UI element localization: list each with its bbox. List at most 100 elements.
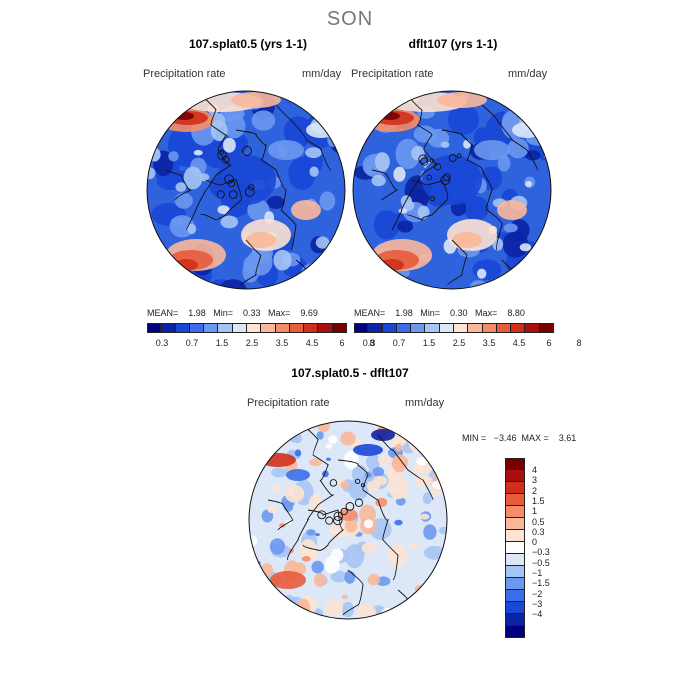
colorbar-swatch: [175, 323, 190, 333]
colorbar-swatch: [505, 578, 525, 590]
coastlines: [267, 424, 434, 616]
panel-2-polar-map: [352, 90, 552, 290]
coastlines: [165, 94, 332, 286]
panel-1-polar-map: [146, 90, 346, 290]
difference-polar-map: [248, 420, 448, 620]
colorbar-label: 0.3: [155, 338, 169, 348]
colorbar-swatch: [332, 323, 347, 333]
map-border: [146, 90, 346, 290]
map-field: [353, 91, 551, 289]
colorbar-swatch: [232, 323, 248, 333]
panel-2-variable: Precipitation rate: [351, 68, 434, 80]
colorbar-label: 8: [576, 338, 582, 348]
colorbar-label: 6: [339, 338, 345, 348]
colorbar-swatch: [396, 323, 412, 333]
colorbar-label: 4.5: [305, 338, 319, 348]
difference-colorbar: 4 3 2 1.5 1 0.5 0.3 0 −0.3 −0.5 −1 −1.5 −2 −3 −4: [505, 458, 565, 638]
panel-1-units: mm/day: [302, 68, 342, 80]
colorbar-swatch: [189, 323, 205, 333]
colorbar-label: −1: [532, 568, 543, 578]
colorbar-label: 0.3: [532, 526, 545, 537]
colorbar-label: 6: [546, 338, 552, 348]
colorbar-label: −0.5: [532, 557, 550, 568]
colorbar-swatch: [368, 323, 383, 333]
colorbar-swatch: [539, 323, 554, 333]
colorbar-label: 0: [532, 537, 538, 548]
colorbar-swatch: [318, 323, 333, 333]
colorbar-swatch: [505, 494, 525, 506]
colorbar-swatch: [354, 323, 369, 333]
colorbar-swatches: [354, 323, 554, 333]
colorbar-swatch: [525, 323, 540, 333]
colorbar-label: −3: [532, 598, 543, 609]
colorbar-swatch: [505, 542, 525, 554]
panel-2-title: dflt107 (yrs 1-1): [408, 37, 498, 51]
colorbar-label: −4: [532, 609, 543, 620]
colorbar-label: 0.7: [392, 338, 406, 348]
colorbar-label: −2: [532, 588, 543, 599]
colorbar-swatch: [439, 323, 455, 333]
colorbar-label: 2.5: [452, 338, 466, 348]
colorbar-swatch: [275, 323, 290, 333]
colorbar-label: 1.5: [422, 338, 436, 348]
map-border: [352, 90, 552, 290]
map-field: [249, 421, 447, 619]
colorbar-swatches: [505, 458, 565, 638]
colorbar-swatch: [161, 323, 176, 333]
colorbar-label: 1.5: [532, 495, 545, 506]
panel-2-stats: MEAN= 1.98 Min= 0.30 Max= 8.80: [354, 308, 525, 318]
colorbar-swatch: [147, 323, 162, 333]
colorbar-swatch: [511, 323, 526, 333]
colorbar-swatch: [468, 323, 483, 333]
colorbar-swatch: [505, 506, 525, 518]
colorbar-label: −1.5: [532, 578, 550, 589]
colorbar-swatch: [505, 470, 525, 482]
colorbar-swatch: [247, 323, 262, 333]
colorbar-label: −0.3: [532, 547, 550, 558]
colorbar-swatch: [505, 554, 525, 566]
colorbar-swatch: [218, 323, 233, 333]
difference-stats: MIN = −3.46 MAX = 3.61: [462, 433, 577, 443]
difference-variable: Precipitation rate: [247, 397, 330, 409]
panel-2-colorbar: 0.3 0.7 1.5 2.5 3.5 4.5 6 8: [354, 323, 582, 349]
colorbar-swatch: [505, 566, 525, 578]
colorbar-label: 8: [369, 338, 375, 348]
colorbar-swatch: [204, 323, 219, 333]
colorbar-label: 3: [532, 475, 538, 486]
colorbar-label: 4.5: [512, 338, 526, 348]
panel-2-units: mm/day: [508, 68, 548, 80]
colorbar-label: 3.5: [482, 338, 496, 348]
colorbar-label: 0.7: [185, 338, 199, 348]
panel-1-stats: MEAN= 1.98 Min= 0.33 Max= 9.69: [147, 308, 318, 318]
colorbar-swatch: [425, 323, 440, 333]
colorbar-swatch: [505, 518, 525, 530]
colorbar-swatch: [505, 590, 525, 602]
season-title: SON: [326, 8, 374, 30]
difference-units: mm/day: [405, 397, 445, 409]
panel-1-variable: Precipitation rate: [143, 68, 226, 80]
colorbar-swatch: [482, 323, 497, 333]
colorbar-label: 2: [532, 485, 538, 496]
colorbar-label: 2.5: [245, 338, 259, 348]
panel-1-title: 107.splat0.5 (yrs 1-1): [188, 37, 308, 51]
colorbar-label: 1: [532, 506, 538, 517]
colorbar-swatch: [505, 602, 525, 614]
map-field: [147, 91, 345, 289]
colorbar-label: 4: [532, 465, 538, 475]
colorbar-label: 0.5: [532, 516, 545, 527]
colorbar-swatch: [505, 614, 525, 626]
colorbar-label: 1.5: [215, 338, 229, 348]
colorbar-swatches: [147, 323, 347, 333]
map-border: [248, 420, 448, 620]
colorbar-swatch: [289, 323, 305, 333]
colorbar-swatch: [505, 458, 525, 470]
colorbar-label: 0.3: [362, 338, 376, 348]
colorbar-swatch: [496, 323, 512, 333]
colorbar-swatch: [454, 323, 469, 333]
colorbar-swatch: [505, 530, 525, 542]
colorbar-label: 3.5: [275, 338, 289, 348]
colorbar-swatch: [304, 323, 319, 333]
colorbar-swatch: [505, 482, 525, 494]
colorbar-swatch: [261, 323, 276, 333]
colorbar-swatch: [411, 323, 426, 333]
